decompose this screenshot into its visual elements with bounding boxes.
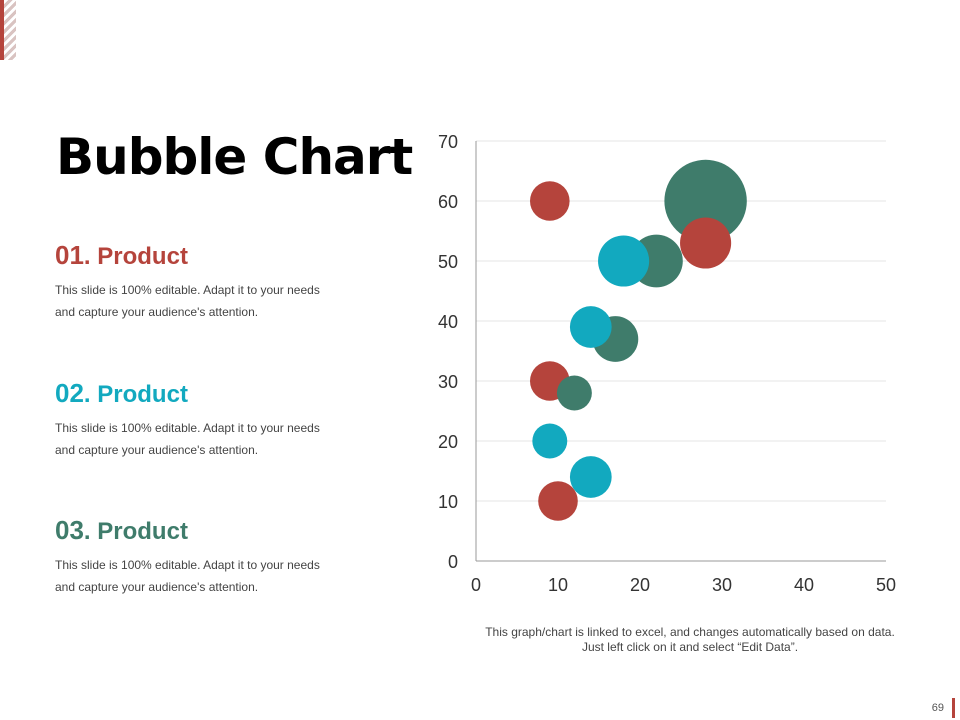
product-description: This slide is 100% editable. Adapt it to… bbox=[55, 554, 335, 598]
y-tick-label: 70 bbox=[438, 132, 458, 152]
chart-note-line: This graph/chart is linked to excel, and… bbox=[485, 625, 895, 639]
product-item-2: 02. Product This slide is 100% editable.… bbox=[55, 378, 355, 461]
product-heading: 03. Product bbox=[55, 515, 355, 546]
y-tick-label: 0 bbox=[448, 552, 458, 572]
product-separator: . bbox=[83, 243, 91, 270]
x-tick-label: 30 bbox=[712, 575, 732, 595]
page-number: 69 bbox=[932, 698, 955, 718]
y-tick-label: 40 bbox=[438, 312, 458, 332]
y-tick-label: 50 bbox=[438, 252, 458, 272]
x-tick-label: 50 bbox=[876, 575, 896, 595]
product-label: Product bbox=[97, 518, 188, 545]
product-item-1: 01. Product This slide is 100% editable.… bbox=[55, 240, 355, 323]
bubble-point[interactable] bbox=[538, 481, 578, 521]
product-description-line: This slide is 100% editable. Adapt it to… bbox=[55, 421, 320, 435]
chart-note-line: Just left click on it and select “Edit D… bbox=[581, 640, 799, 654]
product-description-line: and capture your audience's attention. bbox=[55, 580, 259, 594]
bubble-point[interactable] bbox=[530, 181, 570, 221]
y-tick-label: 60 bbox=[438, 192, 458, 212]
y-tick-label: 30 bbox=[438, 372, 458, 392]
product-heading: 02. Product bbox=[55, 378, 355, 409]
y-tick-label: 10 bbox=[438, 492, 458, 512]
product-separator: . bbox=[83, 381, 91, 408]
product-description-line: and capture your audience's attention. bbox=[55, 305, 259, 319]
product-number: 01 bbox=[55, 240, 84, 270]
x-tick-label: 20 bbox=[630, 575, 650, 595]
product-description-line: and capture your audience's attention. bbox=[55, 443, 259, 457]
product-heading: 01. Product bbox=[55, 240, 355, 271]
product-label: Product bbox=[97, 381, 188, 408]
bubble-point[interactable] bbox=[556, 375, 592, 411]
chart-note: This graph/chart is linked to excel, and… bbox=[478, 625, 902, 655]
product-number: 02 bbox=[55, 378, 84, 408]
product-description-line: This slide is 100% editable. Adapt it to… bbox=[55, 558, 320, 572]
bubble-point[interactable] bbox=[532, 423, 568, 459]
bubble-point[interactable] bbox=[569, 306, 612, 348]
bubble-point[interactable] bbox=[598, 235, 650, 287]
product-description-line: This slide is 100% editable. Adapt it to… bbox=[55, 283, 320, 297]
product-description: This slide is 100% editable. Adapt it to… bbox=[55, 417, 335, 461]
x-tick-label: 0 bbox=[471, 575, 481, 595]
product-separator: . bbox=[83, 518, 91, 545]
corner-decoration bbox=[0, 0, 16, 60]
product-number: 03 bbox=[55, 515, 84, 545]
bubble-point[interactable] bbox=[569, 456, 612, 498]
bubble-point[interactable] bbox=[664, 159, 747, 243]
bubble-point[interactable] bbox=[680, 217, 732, 269]
x-tick-label: 10 bbox=[548, 575, 568, 595]
product-item-3: 03. Product This slide is 100% editable.… bbox=[55, 515, 355, 598]
slide-title: Bubble Chart bbox=[56, 128, 413, 186]
x-tick-label: 40 bbox=[794, 575, 814, 595]
product-description: This slide is 100% editable. Adapt it to… bbox=[55, 279, 335, 323]
y-tick-label: 20 bbox=[438, 432, 458, 452]
product-label: Product bbox=[97, 243, 188, 270]
